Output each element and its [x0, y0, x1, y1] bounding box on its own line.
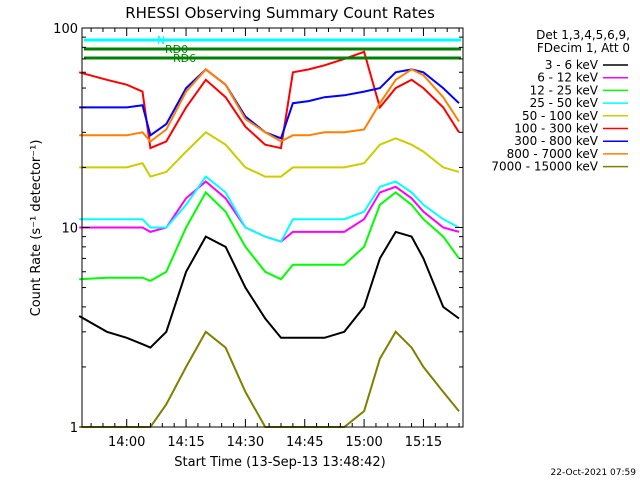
x-tick-label: 15:00 [345, 435, 382, 450]
y-axis: 1 10 100 [53, 22, 463, 436]
x-tick-label: 14:30 [227, 435, 264, 450]
legend-header-1: Det 1,3,4,5,6,9, [536, 28, 630, 42]
legend-label: 800 - 7000 keV [507, 147, 599, 161]
legend-label: 3 - 6 keV [545, 58, 599, 72]
x-tick-label: 14:00 [108, 435, 145, 450]
y-tick-label: 1 [70, 421, 78, 436]
x-axis: 14:00 14:15 14:30 14:45 15:00 15:15 [90, 28, 460, 450]
legend-label: 25 - 50 keV [530, 96, 599, 110]
flag-label-rd6: RD6 [173, 52, 196, 65]
x-tick-label: 14:15 [167, 435, 204, 450]
legend-header-2: FDecim 1, Att 0 [537, 41, 630, 55]
x-tick-label: 15:15 [405, 435, 442, 450]
legend-label: 100 - 300 keV [514, 122, 598, 136]
y-tick-label: 100 [53, 22, 78, 37]
series-line-1 [78, 230, 460, 349]
legend-label: 12 - 25 keV [530, 83, 599, 97]
series-line-6 [78, 50, 460, 150]
series-line-4 [79, 175, 460, 243]
legend-label: 300 - 800 keV [514, 134, 598, 148]
legend-label: 7000 - 15000 keV [491, 160, 598, 174]
y-axis-label: Count Rate (s⁻¹ detector⁻¹) [29, 140, 44, 317]
x-axis-label: Start Time (13-Sep-13 13:48:42) [174, 455, 385, 470]
legend-label: 50 - 100 keV [522, 109, 599, 123]
legend: Det 1,3,4,5,6,9, FDecim 1, Att 0 3 - 6 k… [491, 28, 630, 174]
series-line-8 [79, 68, 460, 143]
footer-timestamp: 22-Oct-2021 07:59 [551, 468, 637, 478]
flag-label-rd0: RD0 [165, 43, 188, 56]
series-line-3 [79, 190, 460, 283]
series-line-7 [79, 68, 460, 140]
x-tick-label: 14:45 [286, 435, 323, 450]
legend-label: 6 - 12 keV [537, 71, 599, 85]
chart-title: RHESSI Observing Summary Count Rates [125, 4, 435, 22]
flag-label-n: N [157, 34, 165, 47]
y-tick-label: 10 [61, 222, 78, 237]
series-line-5 [79, 131, 460, 178]
